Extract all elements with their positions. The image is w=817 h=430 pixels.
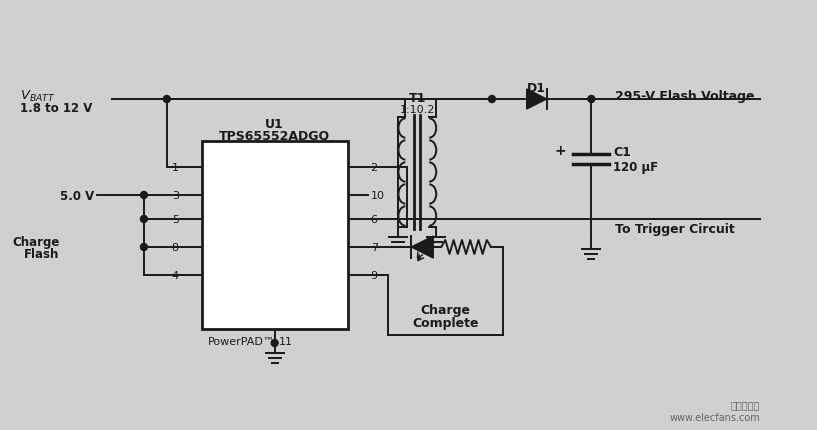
Text: 5: 5 bbox=[172, 215, 179, 224]
Text: Flash: Flash bbox=[24, 248, 60, 261]
Text: GND: GND bbox=[308, 269, 337, 282]
Text: 6: 6 bbox=[371, 215, 377, 224]
Text: 295-V Flash Voltage: 295-V Flash Voltage bbox=[615, 89, 755, 102]
Text: 7: 7 bbox=[371, 243, 377, 252]
Text: +: + bbox=[555, 144, 566, 158]
Text: I_PEAK: I_PEAK bbox=[212, 213, 257, 226]
Text: $X_{FULL}$: $X_{FULL}$ bbox=[308, 240, 337, 255]
Text: CHG: CHG bbox=[212, 241, 240, 254]
Text: 3: 3 bbox=[172, 190, 179, 200]
Text: $V_{BATT}$: $V_{BATT}$ bbox=[20, 88, 56, 103]
Text: 4: 4 bbox=[172, 270, 179, 280]
Circle shape bbox=[489, 96, 495, 103]
Text: 10: 10 bbox=[371, 190, 385, 200]
Text: $V_{CC}$: $V_{CC}$ bbox=[212, 188, 233, 203]
Polygon shape bbox=[412, 237, 433, 258]
Text: U1: U1 bbox=[266, 117, 284, 130]
Text: NC: NC bbox=[319, 189, 337, 202]
Polygon shape bbox=[527, 90, 547, 110]
Text: www.elecfans.com: www.elecfans.com bbox=[670, 412, 761, 422]
Text: D1: D1 bbox=[527, 81, 546, 94]
Bar bbox=[202, 141, 348, 329]
Text: 11: 11 bbox=[279, 336, 292, 346]
Text: GIBGT: GIBGT bbox=[297, 213, 337, 226]
Circle shape bbox=[271, 340, 278, 347]
Text: 1.8 to 12 V: 1.8 to 12 V bbox=[20, 102, 92, 115]
Text: $F_{ON}$: $F_{ON}$ bbox=[212, 268, 233, 283]
Text: 9: 9 bbox=[371, 270, 377, 280]
Text: $V_{BATT}$: $V_{BATT}$ bbox=[212, 160, 243, 175]
Text: Complete: Complete bbox=[412, 317, 479, 330]
Text: To Trigger Circuit: To Trigger Circuit bbox=[615, 223, 735, 236]
Text: 8: 8 bbox=[172, 243, 179, 252]
Circle shape bbox=[141, 216, 147, 223]
Text: 1: 1 bbox=[172, 163, 179, 172]
Text: 5.0 V: 5.0 V bbox=[60, 189, 94, 202]
Circle shape bbox=[141, 244, 147, 251]
Circle shape bbox=[163, 96, 170, 103]
Circle shape bbox=[588, 96, 595, 103]
Text: T1: T1 bbox=[408, 91, 426, 104]
Text: C1: C1 bbox=[614, 146, 631, 159]
Text: Charge: Charge bbox=[420, 304, 470, 317]
Text: 120 μF: 120 μF bbox=[614, 161, 659, 174]
Text: 2: 2 bbox=[371, 163, 377, 172]
Text: TPS65552ADGQ: TPS65552ADGQ bbox=[219, 129, 330, 142]
Text: SW: SW bbox=[316, 161, 337, 174]
Circle shape bbox=[141, 192, 147, 199]
Text: 电子发烧友: 电子发烧友 bbox=[731, 399, 761, 409]
Text: Charge: Charge bbox=[12, 236, 60, 249]
Text: 1:10.2: 1:10.2 bbox=[400, 105, 435, 115]
Text: PowerPAD™: PowerPAD™ bbox=[208, 336, 275, 346]
